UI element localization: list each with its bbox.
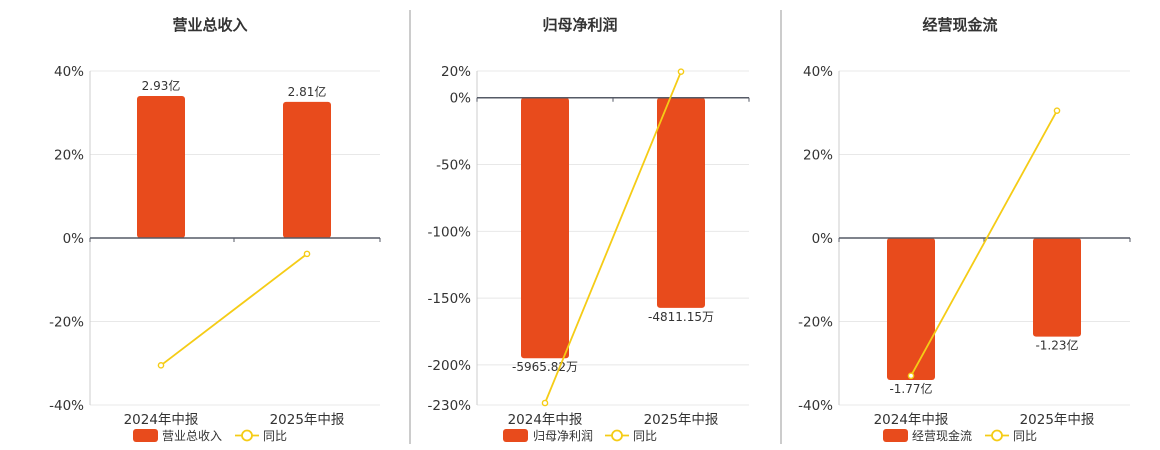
bar-value-label: -1.77亿 — [889, 381, 932, 396]
y-tick-label: -230% — [428, 398, 472, 414]
bar-value-label: -4811.15万 — [648, 310, 714, 324]
legend-label: 营业总收入 — [162, 429, 222, 443]
yoy-point — [907, 372, 915, 380]
x-tick-label: 2024年中报 — [508, 412, 583, 428]
bar-value-label: 2.81亿 — [288, 84, 327, 99]
x-tick-label: 2024年中报 — [874, 412, 949, 428]
legend-label: 经营现金流 — [912, 428, 972, 443]
x-tick-label: 2025年中报 — [644, 412, 719, 428]
y-tick-label: 20% — [441, 64, 471, 80]
bar — [1033, 238, 1081, 337]
legend-swatch-marker — [611, 429, 623, 442]
x-tick-label: 2025年中报 — [1020, 412, 1095, 428]
y-tick-label: -100% — [428, 224, 472, 240]
yoy-line — [544, 71, 682, 404]
y-tick-label: -20% — [49, 315, 84, 331]
y-tick-label: 0% — [812, 231, 834, 247]
legend-swatch-bar — [883, 429, 908, 442]
yoy-point — [677, 68, 685, 75]
y-tick-label: -150% — [428, 291, 472, 307]
chart-title: 营业总收入 — [172, 16, 247, 34]
y-tick-label: 40% — [803, 64, 833, 80]
legend-swatch-bar — [133, 429, 158, 442]
chart-panel-1: 营业总收入 40% 20% 0% -20% -40% 2.93亿 2.81亿 2024年中报 20… — [49, 16, 381, 443]
y-tick-label: 40% — [54, 64, 84, 80]
y-tick-label: -40% — [49, 398, 84, 414]
legend-swatch-marker — [241, 429, 253, 442]
bar — [657, 97, 705, 308]
chart-panel-2: 归母净利润 20% 0% -50% -100% -150% -200% -230% -5965.… — [428, 16, 750, 443]
x-tick-label: 2024年中报 — [124, 412, 199, 428]
chart-title: 经营现金流 — [922, 16, 997, 34]
bar-value-label: -5965.82万 — [512, 360, 578, 374]
y-tick-label: 20% — [803, 148, 833, 164]
bar-value-label: 2.93亿 — [142, 78, 181, 93]
y-tick-label: -40% — [798, 398, 833, 414]
legend-label: 同比 — [1013, 429, 1037, 443]
legend: 经营现金流 同比 — [883, 428, 1037, 443]
yoy-point — [1053, 107, 1061, 114]
yoy-line — [160, 253, 308, 367]
chart-panel-3: 经营现金流 40% 20% 0% -20% -40% -1.77亿 -1.23亿 2024年中报… — [798, 16, 1131, 443]
legend-label: 归母净利润 — [533, 429, 593, 443]
yoy-point — [541, 399, 549, 407]
y-tick-label: 0% — [63, 231, 85, 247]
y-tick-label: 0% — [450, 91, 472, 107]
yoy-line — [910, 110, 1058, 377]
chart-title: 归母净利润 — [542, 16, 617, 34]
x-tick-label: 2025年中报 — [270, 412, 345, 428]
y-tick-label: -200% — [428, 358, 472, 374]
legend-swatch-marker — [991, 429, 1003, 442]
y-tick-label: -50% — [436, 158, 471, 174]
legend-label: 同比 — [633, 429, 657, 443]
bar-value-label: -1.23亿 — [1035, 338, 1078, 353]
yoy-point — [303, 250, 311, 258]
bar — [521, 97, 569, 359]
legend-label: 同比 — [263, 429, 287, 443]
bar — [137, 96, 185, 238]
bar — [283, 101, 331, 239]
bar — [887, 238, 935, 380]
legend-swatch-bar — [503, 429, 528, 442]
yoy-point — [157, 362, 165, 369]
legend: 营业总收入 同比 — [133, 429, 287, 443]
y-tick-label: 20% — [54, 148, 84, 164]
y-tick-label: -20% — [798, 315, 833, 331]
legend: 归母净利润 同比 — [503, 429, 657, 443]
